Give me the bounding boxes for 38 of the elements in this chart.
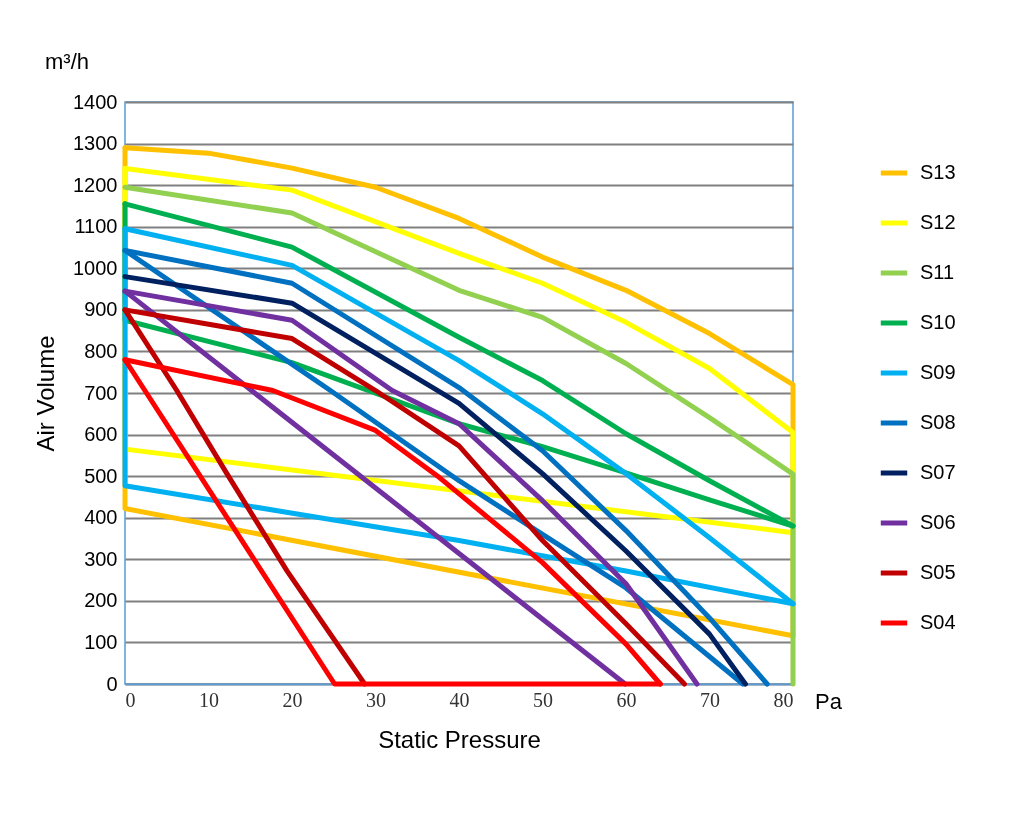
y-tick-label: 700 [84, 381, 118, 404]
x-axis-title: Static Pressure [378, 725, 541, 753]
legend-label: S11 [920, 261, 955, 283]
y-tick-label: 100 [84, 630, 118, 653]
y-tick-label: 400 [84, 506, 118, 529]
legend-label: S05 [920, 561, 956, 583]
x-tick-label: 20 [282, 688, 303, 711]
y-tick-label: 1200 [73, 173, 118, 196]
x-tick-label: 10 [199, 688, 219, 711]
text: Pa [815, 689, 843, 714]
x-tick-label: 70 [700, 688, 720, 711]
legend-label: S06 [920, 511, 956, 533]
legend-label: S13 [920, 161, 956, 183]
y-tick-label: 0 [106, 672, 118, 695]
y-tick-label: 1400 [73, 90, 118, 113]
legend-label: S08 [920, 411, 956, 433]
legend-label: S07 [920, 461, 956, 483]
x-tick-label: 0 [125, 688, 136, 711]
y-tick-label: 300 [84, 547, 118, 570]
x-tick-label: 50 [533, 688, 553, 711]
text: m³/h [45, 49, 89, 74]
y-tick-label: 200 [84, 589, 118, 612]
x-tick-label: 30 [366, 688, 386, 711]
legend-label: S09 [920, 361, 956, 383]
y-axis-title: Air Volume [32, 335, 60, 452]
y-tick-label: 1000 [73, 256, 118, 279]
y-tick-label: 500 [84, 464, 118, 487]
legend-label: S12 [920, 211, 956, 233]
y-tick-label: 1300 [73, 132, 118, 155]
x-tick-label: 80 [773, 688, 794, 711]
x-tick-label: 40 [449, 688, 470, 711]
y-tick-label: 900 [84, 298, 118, 321]
y-tick-label: 800 [84, 339, 118, 362]
y-tick-label: 1100 [74, 215, 118, 238]
legend-label: S04 [920, 611, 956, 633]
legend-label: S10 [920, 311, 956, 333]
x-tick-label: 60 [616, 688, 637, 711]
y-tick-label: 600 [84, 423, 118, 446]
